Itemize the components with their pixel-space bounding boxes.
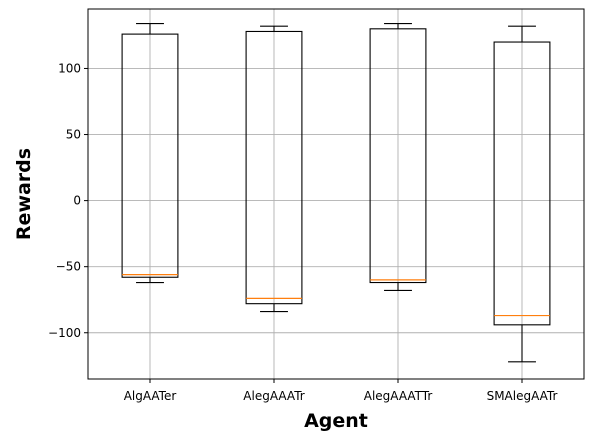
- y-tick-label: 50: [66, 128, 81, 142]
- x-tick-label: AlegAAATr: [243, 389, 304, 403]
- grid-layer: [88, 9, 584, 379]
- y-tick-label: −100: [48, 326, 81, 340]
- y-tick-label: 0: [73, 194, 81, 208]
- tick-layer: −100 −50 0 50 100 AlgAATer AlegAAATr AlegAAATTr…: [48, 61, 557, 403]
- box-group: [121, 22, 179, 284]
- x-axis-title: Agent: [304, 410, 368, 432]
- box-layer: [121, 22, 551, 363]
- x-tick-label: AlgAATer: [124, 389, 177, 403]
- box-group: [245, 25, 303, 313]
- y-axis-title: Rewards: [13, 148, 35, 240]
- box-group: [493, 25, 551, 363]
- box-iqr: [245, 30, 303, 305]
- plot-frame: [87, 8, 585, 380]
- x-tick-label: AlegAAATTr: [364, 389, 433, 403]
- y-tick-label: 100: [58, 61, 81, 75]
- box-iqr: [369, 28, 427, 284]
- y-tick-label: −50: [56, 260, 81, 274]
- box-group: [369, 22, 427, 292]
- box-iqr: [121, 33, 179, 278]
- box-iqr: [493, 41, 551, 326]
- x-tick-label: SMAlegAATr: [487, 389, 558, 403]
